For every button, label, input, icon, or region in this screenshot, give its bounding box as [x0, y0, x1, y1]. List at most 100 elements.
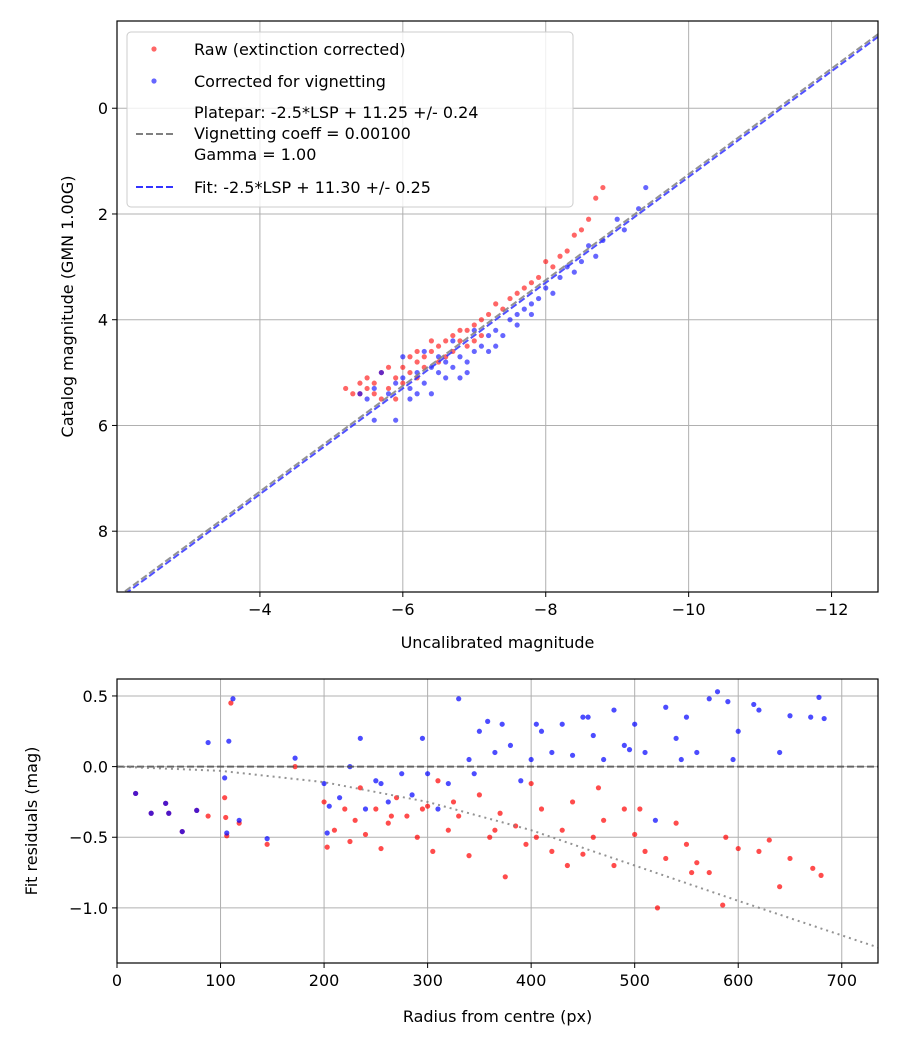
x-tick-label: 0	[112, 971, 122, 990]
scatter-point	[194, 807, 200, 814]
legend-label-platepar: Platepar: -2.5*LSP + 11.25 +/- 0.24 Vigne…	[194, 103, 478, 164]
scatter-point	[430, 848, 436, 854]
scatter-point	[407, 369, 413, 376]
scatter-point	[621, 806, 627, 812]
scatter-point	[626, 747, 633, 753]
scatter-point	[611, 862, 617, 869]
scatter-point	[735, 845, 741, 852]
scatter-point	[683, 841, 690, 847]
scatter-point	[414, 391, 420, 397]
scatter-point	[445, 780, 451, 787]
scatter-point	[694, 860, 700, 866]
scatter-point	[435, 369, 442, 376]
x-tick-label: 600	[723, 971, 754, 990]
scatter-point	[264, 841, 270, 847]
scatter-point	[621, 227, 627, 233]
scatter-point	[706, 869, 712, 876]
scatter-point	[601, 756, 607, 763]
scatter-point	[497, 810, 503, 816]
scatter-point	[205, 739, 211, 746]
scatter-point	[226, 738, 232, 744]
scatter-point	[611, 707, 617, 713]
fit-line	[126, 36, 878, 592]
scatter-point	[350, 391, 356, 397]
scatter-point	[357, 391, 363, 397]
scatter-point	[457, 327, 463, 333]
scatter-point	[478, 332, 485, 339]
scatter-point	[518, 778, 524, 784]
scatter-point	[514, 311, 520, 318]
scatter-point	[205, 813, 211, 819]
scatter-point	[400, 375, 406, 381]
scatter-point	[528, 780, 534, 787]
scatter-point	[810, 865, 816, 871]
scatter-point	[421, 348, 427, 355]
scatter-point	[464, 327, 470, 333]
scatter-point	[543, 258, 549, 265]
y-tick-label: 6	[98, 416, 108, 435]
scatter-point	[663, 704, 669, 710]
scatter-point	[464, 369, 470, 376]
scatter-point	[407, 354, 413, 360]
scatter-point	[385, 364, 392, 370]
scatter-point	[378, 845, 384, 852]
scatter-point	[642, 749, 648, 756]
scatter-point	[557, 274, 563, 281]
scatter-point	[378, 369, 384, 376]
scatter-point	[421, 354, 427, 360]
x-tick-label: −6	[391, 600, 415, 619]
scatter-point	[371, 385, 377, 392]
scatter-point	[499, 721, 505, 727]
scatter-point	[466, 853, 472, 859]
y-tick-label: 0.5	[83, 687, 108, 706]
scatter-point	[373, 778, 379, 784]
scatter-point	[385, 385, 392, 392]
scatter-point	[549, 749, 555, 756]
scatter-point	[321, 780, 327, 787]
scatter-point	[464, 359, 470, 365]
scatter-point	[425, 771, 431, 777]
scatter-point	[324, 830, 330, 836]
scatter-point	[230, 696, 236, 702]
scatter-point	[735, 728, 741, 734]
scatter-point	[514, 290, 520, 296]
scatter-point	[593, 195, 599, 201]
scatter-point	[538, 806, 545, 812]
scatter-point	[595, 785, 602, 791]
scatter-point	[600, 184, 606, 191]
scatter-point	[694, 749, 700, 756]
scatter-point	[492, 827, 498, 833]
scatter-point	[507, 295, 513, 302]
x-tick-label: −12	[815, 600, 849, 619]
scatter-point	[400, 354, 406, 360]
scatter-point	[523, 841, 529, 847]
scatter-point	[421, 380, 427, 386]
scatter-point	[586, 216, 592, 222]
scatter-point	[357, 380, 363, 386]
scatter-point	[457, 375, 463, 381]
scatter-point	[292, 764, 298, 770]
scatter-point	[385, 799, 391, 805]
scatter-point	[751, 701, 757, 708]
scatter-point	[528, 756, 534, 763]
scatter-point	[464, 343, 470, 349]
scatter-point	[456, 813, 462, 819]
scatter-point	[564, 862, 570, 869]
x-tick-label: 200	[309, 971, 340, 990]
scatter-point	[443, 375, 449, 381]
scatter-point	[357, 785, 363, 791]
scatter-point	[689, 869, 695, 876]
scatter-point	[388, 813, 394, 819]
scatter-point	[471, 338, 477, 344]
scatter-point	[223, 814, 229, 821]
scatter-point	[428, 348, 435, 355]
scatter-point	[337, 795, 343, 801]
scatter-point	[550, 264, 556, 270]
residuals-chart: 0 100 200 300 400 500 600 700 0.5 0.0 −0.5 −1.0 Radi…	[22, 678, 879, 1026]
scatter-point	[485, 718, 491, 724]
fit-line	[122, 33, 878, 592]
scatter-point	[578, 227, 585, 233]
scatter-point	[471, 322, 477, 328]
x-tick-label: 300	[412, 971, 443, 990]
